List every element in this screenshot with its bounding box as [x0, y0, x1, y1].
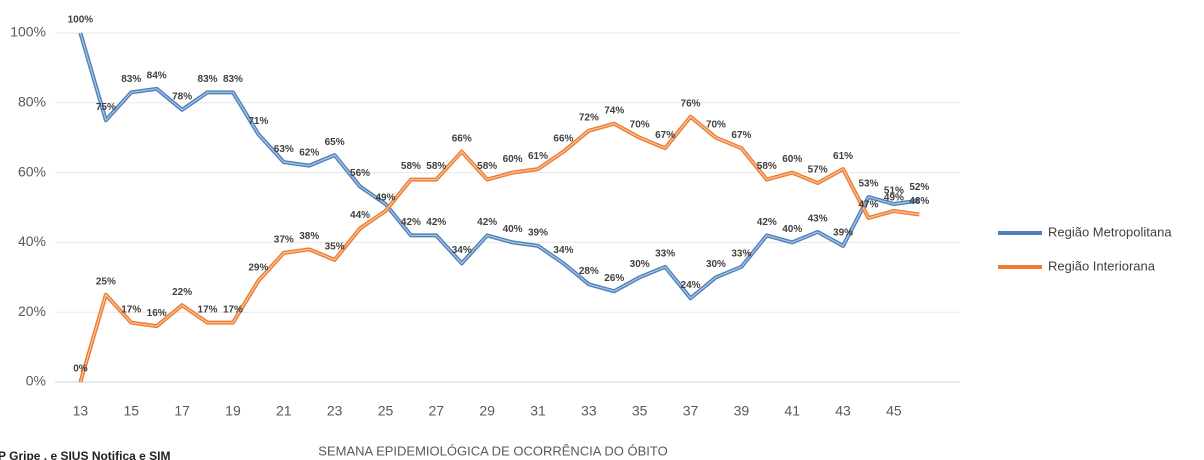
- data-label: 83%: [121, 74, 141, 85]
- data-label: 34%: [553, 245, 573, 256]
- data-label: 58%: [757, 161, 777, 172]
- data-label: 67%: [655, 130, 675, 141]
- data-label: 42%: [401, 217, 421, 228]
- data-label: 37%: [274, 235, 294, 246]
- data-label: 60%: [782, 154, 802, 165]
- data-label: 52%: [909, 182, 929, 193]
- data-label: 75%: [96, 102, 116, 113]
- data-label: 39%: [833, 228, 853, 239]
- y-tick-label: 80%: [18, 94, 46, 110]
- data-label: 40%: [782, 224, 802, 235]
- data-label: 58%: [401, 161, 421, 172]
- data-label: 76%: [681, 98, 701, 109]
- data-label: 51%: [884, 186, 904, 197]
- legend-label: Região Metropolitana: [1048, 224, 1172, 239]
- y-tick-label: 40%: [18, 233, 46, 249]
- data-label: 28%: [579, 266, 599, 277]
- x-tick-label: 35: [632, 403, 648, 419]
- data-label: 35%: [325, 241, 345, 252]
- data-label: 56%: [350, 168, 370, 179]
- data-label: 25%: [96, 276, 116, 287]
- data-label: 43%: [808, 214, 828, 225]
- y-tick-label: 0%: [26, 373, 46, 389]
- x-tick-label: 31: [530, 403, 546, 419]
- data-label: 42%: [426, 217, 446, 228]
- x-tick-label: 13: [73, 403, 89, 419]
- data-label: 53%: [858, 179, 878, 190]
- data-label: 60%: [503, 154, 523, 165]
- x-tick-label: 29: [479, 403, 495, 419]
- data-label: 33%: [731, 248, 751, 259]
- data-label: 0%: [73, 364, 88, 375]
- x-tick-label: 23: [327, 403, 343, 419]
- x-tick-label: 37: [683, 403, 699, 419]
- data-label: 67%: [731, 130, 751, 141]
- data-label: 17%: [223, 304, 243, 315]
- series-line: [78, 32, 920, 301]
- data-label: 57%: [808, 165, 828, 176]
- data-label: 29%: [248, 262, 268, 273]
- data-label: 17%: [198, 304, 218, 315]
- x-tick-label: 43: [835, 403, 851, 419]
- data-label: 71%: [248, 116, 268, 127]
- data-label: 78%: [172, 91, 192, 102]
- data-label: 48%: [909, 196, 929, 207]
- x-tick-label: 27: [429, 403, 445, 419]
- data-label: 100%: [68, 15, 94, 26]
- x-tick-label: 15: [123, 403, 139, 419]
- data-label: 70%: [706, 119, 726, 130]
- data-label: 49%: [375, 193, 395, 204]
- data-label: 39%: [528, 228, 548, 239]
- y-tick-label: 20%: [18, 303, 46, 319]
- data-label: 61%: [833, 151, 853, 162]
- data-label: 65%: [325, 137, 345, 148]
- data-label: 83%: [223, 74, 243, 85]
- y-tick-label: 60%: [18, 163, 46, 179]
- data-label: 22%: [172, 287, 192, 298]
- x-axis-title: SEMANA EPIDEMIOLÓGICA DE OCORRÊNCIA DO Ó…: [318, 443, 667, 458]
- line-highlight: [79, 115, 920, 383]
- data-label: 58%: [426, 161, 446, 172]
- data-label: 38%: [299, 231, 319, 242]
- x-tick-label: 45: [886, 403, 902, 419]
- x-tick-label: 33: [581, 403, 597, 419]
- data-label: 84%: [147, 70, 167, 81]
- data-label: 66%: [553, 133, 573, 144]
- data-label: 49%: [884, 193, 904, 204]
- x-tick-label: 19: [225, 403, 241, 419]
- y-tick-label: 100%: [10, 24, 46, 40]
- data-label: 40%: [503, 224, 523, 235]
- line-highlight: [79, 32, 920, 300]
- data-label: 72%: [579, 112, 599, 123]
- data-label: 16%: [147, 308, 167, 319]
- data-label: 44%: [350, 210, 370, 221]
- data-label: 33%: [655, 248, 675, 259]
- data-label: 66%: [452, 133, 472, 144]
- data-label: 63%: [274, 144, 294, 155]
- data-label: 26%: [604, 273, 624, 284]
- data-label: 70%: [630, 119, 650, 130]
- data-label: 24%: [681, 280, 701, 291]
- data-label: 83%: [198, 74, 218, 85]
- data-label: 58%: [477, 161, 497, 172]
- data-label: 42%: [757, 217, 777, 228]
- data-label: 34%: [452, 245, 472, 256]
- x-tick-label: 25: [378, 403, 394, 419]
- legend-label: Região Interiorana: [1048, 258, 1156, 273]
- data-label: 30%: [706, 259, 726, 270]
- data-label: 74%: [604, 105, 624, 116]
- data-label: 62%: [299, 147, 319, 158]
- source-note: P Gripe , e SIUS Notifica e SIM: [0, 449, 171, 460]
- data-label: 17%: [121, 304, 141, 315]
- x-tick-label: 39: [734, 403, 750, 419]
- x-tick-label: 17: [174, 403, 190, 419]
- x-tick-label: 41: [784, 403, 800, 419]
- data-label: 47%: [858, 200, 878, 211]
- data-label: 42%: [477, 217, 497, 228]
- x-tick-label: 21: [276, 403, 292, 419]
- data-label: 30%: [630, 259, 650, 270]
- data-label: 61%: [528, 151, 548, 162]
